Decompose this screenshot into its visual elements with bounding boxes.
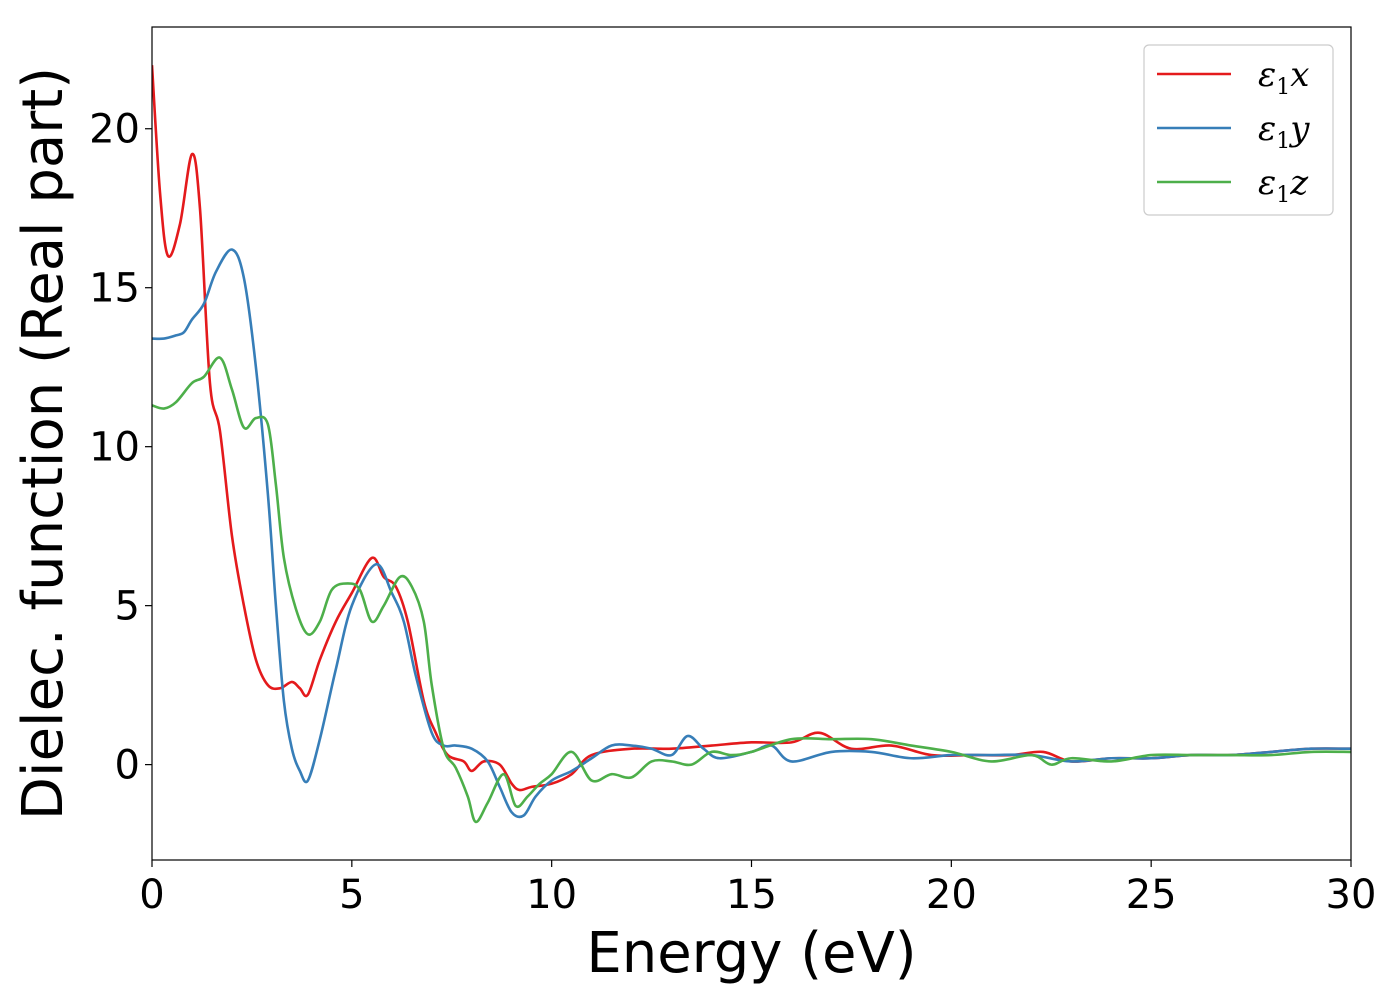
x-tick-label: 0 [139, 872, 164, 918]
y-tick-label: 15 [89, 266, 140, 312]
x-axis-title: Energy (eV) [586, 921, 916, 986]
legend-label-2: ε1y [1258, 109, 1310, 154]
series-line-2 [152, 248, 1351, 819]
x-tick-label: 15 [726, 872, 777, 918]
legend-box [1143, 44, 1334, 216]
y-axis-title: Dielec. function (Real part) [11, 67, 76, 820]
x-tick-label: 10 [526, 872, 577, 918]
x-tick-label: 30 [1326, 872, 1377, 918]
series-line-3 [152, 356, 1351, 824]
y-tick-label: 0 [115, 743, 140, 789]
y-axis-ticks: 0 5 10 15 20 [89, 107, 152, 789]
x-axis-ticks: 0 5 10 15 20 25 30 [139, 860, 1376, 918]
legend-label-1: ε1x [1258, 55, 1309, 100]
series-layer [152, 65, 1351, 824]
x-tick-label: 25 [1126, 872, 1177, 918]
y-tick-label: 20 [89, 107, 140, 153]
legend-label-3: ε1z [1258, 163, 1309, 208]
legend: ε1x ε1y ε1z [1143, 44, 1334, 216]
x-tick-label: 20 [926, 872, 977, 918]
x-tick-label: 5 [339, 872, 364, 918]
y-tick-label: 10 [89, 425, 140, 471]
y-tick-label: 5 [115, 584, 140, 630]
